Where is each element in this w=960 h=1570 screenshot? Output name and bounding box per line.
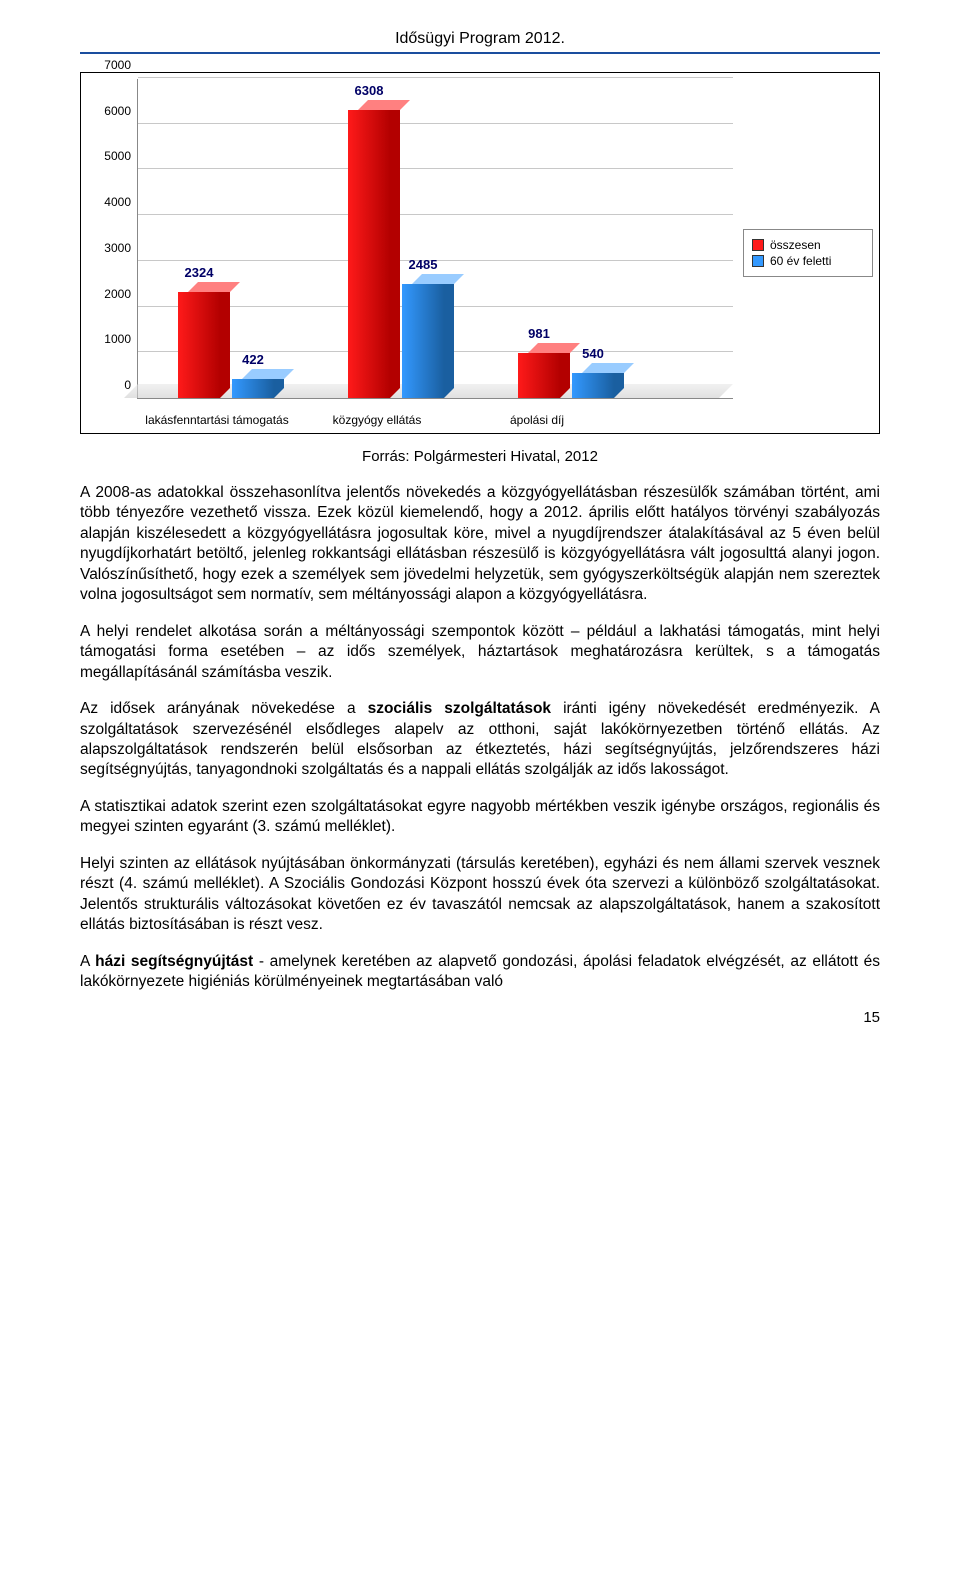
legend-item: összesen bbox=[752, 238, 864, 252]
bar-chart: 01000200030004000500060007000 2324422630… bbox=[80, 72, 880, 434]
y-tick: 4000 bbox=[87, 195, 131, 209]
paragraph: A 2008-as adatokkal összehasonlítva jele… bbox=[80, 483, 880, 606]
header-rule bbox=[80, 52, 880, 54]
bar-value-label: 422 bbox=[223, 352, 283, 367]
legend-swatch bbox=[752, 239, 764, 251]
y-tick: 6000 bbox=[87, 104, 131, 118]
y-tick: 5000 bbox=[87, 149, 131, 163]
chart-legend: összesen 60 év feletti bbox=[743, 229, 873, 277]
chart-source: Forrás: Polgármesteri Hivatal, 2012 bbox=[80, 448, 880, 465]
y-tick: 7000 bbox=[87, 58, 131, 72]
y-tick: 3000 bbox=[87, 241, 131, 255]
bar-value-label: 540 bbox=[563, 346, 623, 361]
legend-swatch bbox=[752, 255, 764, 267]
page-number: 15 bbox=[80, 1009, 880, 1026]
y-tick: 2000 bbox=[87, 287, 131, 301]
legend-label: 60 év feletti bbox=[770, 254, 831, 268]
y-axis: 01000200030004000500060007000 bbox=[87, 79, 137, 399]
page-title: Idősügyi Program 2012. bbox=[80, 30, 880, 48]
y-tick: 0 bbox=[87, 378, 131, 392]
x-axis-labels: lakásfenntartási támogatásközgyógy ellát… bbox=[137, 399, 733, 427]
paragraph: A házi segítségnyújtást - amelynek keret… bbox=[80, 952, 880, 993]
x-category-label: lakásfenntartási támogatás bbox=[137, 413, 297, 427]
document-page: Idősügyi Program 2012. 0 1000 2000 3000 4000… bbox=[0, 0, 960, 1056]
bar-value-label: 2485 bbox=[393, 257, 453, 272]
paragraph: Helyi szinten az ellátások nyújtásában ö… bbox=[80, 854, 880, 936]
paragraph: Az idősek arányának növekedése a szociál… bbox=[80, 699, 880, 781]
legend-label: összesen bbox=[770, 238, 821, 252]
legend-item: 60 év feletti bbox=[752, 254, 864, 268]
paragraph: A statisztikai adatok szerint ezen szolg… bbox=[80, 797, 880, 838]
x-category-label: ápolási díj bbox=[457, 413, 617, 427]
bar-value-label: 981 bbox=[509, 326, 569, 341]
x-category-label: közgyógy ellátás bbox=[297, 413, 457, 427]
bar-value-label: 6308 bbox=[339, 83, 399, 98]
body-text: A 2008-as adatokkal összehasonlítva jele… bbox=[80, 483, 880, 993]
paragraph: A helyi rendelet alkotása során a méltán… bbox=[80, 622, 880, 683]
bar-value-label: 2324 bbox=[169, 265, 229, 280]
y-tick: 1000 bbox=[87, 332, 131, 346]
plot-area: 2324 422 6308 2485 981 540 bbox=[137, 79, 733, 399]
